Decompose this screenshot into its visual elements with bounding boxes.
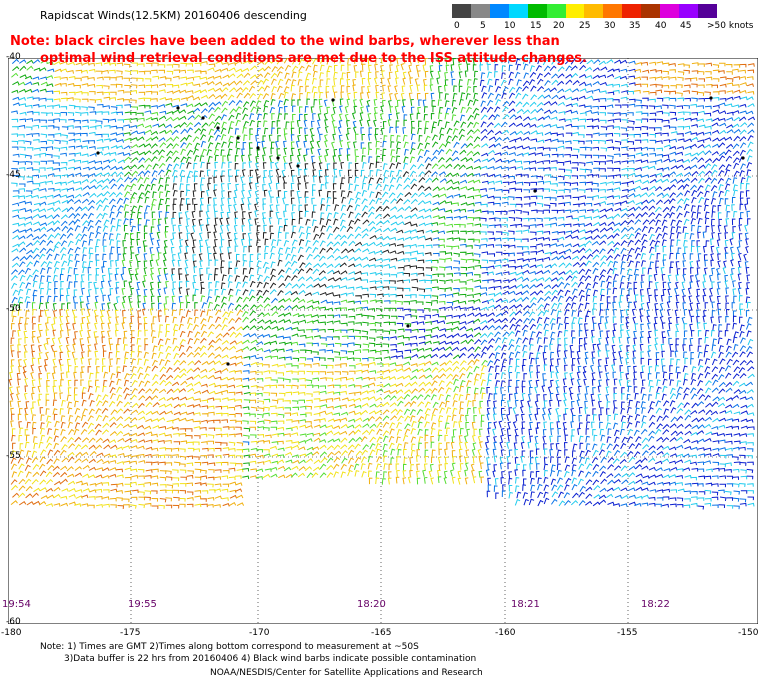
legend-swatch — [697, 4, 717, 18]
map-title: Rapidscat Winds(12.5KM) 20160406 descend… — [40, 9, 307, 22]
legend-swatch — [660, 4, 680, 18]
footer-note-line-1: Note: 1) Times are GMT 2)Times along bot… — [40, 642, 419, 652]
pass-time-label: 19:54 — [2, 599, 31, 610]
legend-label: 25 — [579, 21, 591, 31]
legend-swatch — [641, 4, 661, 18]
lon-label: -180 — [1, 628, 22, 638]
legend-label: 20 — [553, 21, 565, 31]
legend-swatch — [508, 4, 528, 18]
lon-label: -170 — [249, 628, 270, 638]
legend-swatch — [546, 4, 566, 18]
warning-note-line-2: optimal wind retrieval conditions are me… — [40, 51, 587, 66]
legend-swatch — [622, 4, 642, 18]
wind-barb-map — [8, 58, 758, 624]
wind-speed-color-legend — [452, 4, 717, 20]
lat-label: -50 — [6, 304, 21, 314]
legend-label: 45 — [680, 21, 692, 31]
warning-note-line-1: Note: black circles have been added to t… — [10, 34, 560, 49]
pass-time-label: 19:55 — [128, 599, 157, 610]
legend-label: 5 — [480, 21, 486, 31]
legend-label: 40 — [655, 21, 667, 31]
pass-time-label: 18:22 — [641, 599, 670, 610]
footer-note-line-2: 3)Data buffer is 22 hrs from 20160406 4)… — [64, 654, 477, 664]
lon-label: -165 — [371, 628, 392, 638]
legend-swatch — [584, 4, 604, 18]
legend-swatch — [679, 4, 698, 18]
pass-time-label: 18:21 — [511, 599, 540, 610]
legend-label: 15 — [530, 21, 542, 31]
legend-labels: 0 5 10 15 20 25 30 35 40 45 >50 knots — [452, 21, 760, 33]
legend-swatch — [489, 4, 509, 18]
lat-label: -40 — [6, 52, 21, 62]
pass-time-label: 18:20 — [357, 599, 386, 610]
lat-label: -55 — [6, 451, 21, 461]
legend-label: 0 — [454, 21, 460, 31]
legend-swatch — [470, 4, 490, 18]
legend-label: 35 — [629, 21, 641, 31]
lon-label: -160 — [495, 628, 516, 638]
legend-swatch — [603, 4, 623, 18]
footer-credit: NOAA/NESDIS/Center for Satellite Applica… — [210, 668, 483, 678]
lat-label: -45 — [6, 170, 21, 180]
legend-swatch — [565, 4, 585, 18]
contamination-markers — [96, 96, 745, 366]
lon-label: -155 — [617, 628, 638, 638]
legend-label: 30 — [604, 21, 616, 31]
legend-swatch — [452, 4, 471, 18]
lon-label: -150 — [738, 628, 759, 638]
wind-barbs — [8, 58, 756, 510]
lon-label: -175 — [120, 628, 141, 638]
legend-swatch — [527, 4, 547, 18]
lat-label: -60 — [6, 617, 21, 627]
legend-label: 10 — [504, 21, 516, 31]
legend-label: >50 knots — [707, 21, 754, 31]
